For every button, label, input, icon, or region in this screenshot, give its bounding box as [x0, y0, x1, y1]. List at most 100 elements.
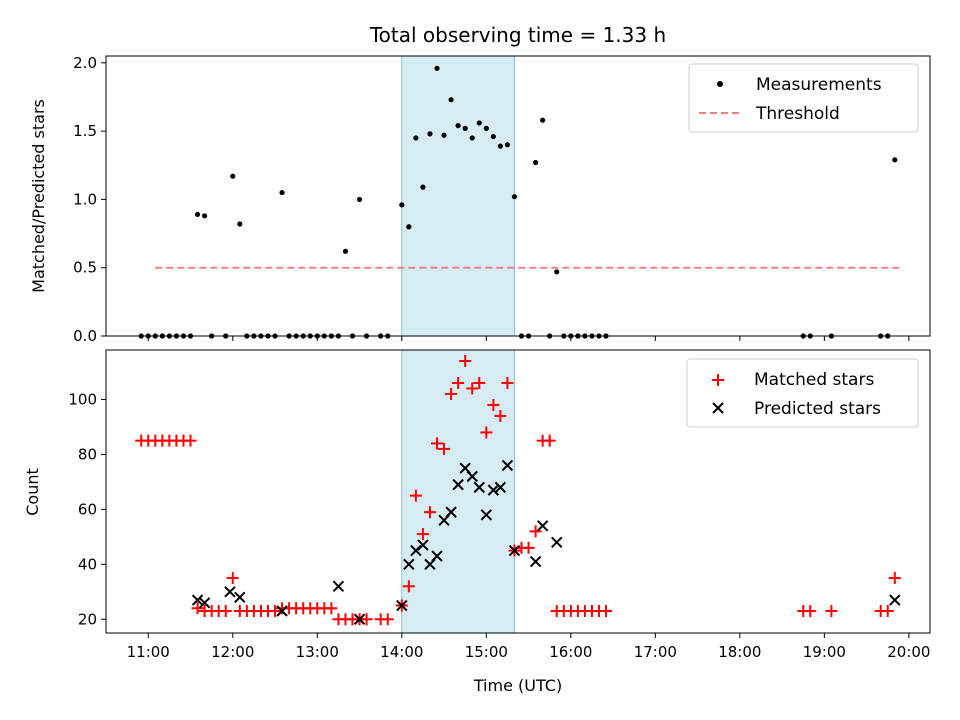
- top-y-tick-label: 1.0: [73, 190, 97, 208]
- predicted-star-point: [403, 558, 415, 571]
- bottom-x-ticks: 11:00 12:00 13:00 14:00 15:00 16:00 17:00 18:00…: [127, 633, 930, 661]
- matched-star-point: [543, 434, 556, 447]
- measurement-point: [413, 135, 419, 141]
- predicted-star-point: [508, 544, 521, 557]
- measurement-point: [237, 221, 243, 227]
- legend-measurements-label: Measurements: [756, 75, 882, 95]
- top-y-tick-label: 1.5: [73, 122, 97, 140]
- matched-star-point: [487, 398, 500, 411]
- matched-star-point: [402, 580, 415, 593]
- predicted-star-point: [191, 594, 204, 606]
- measurement-point: [497, 143, 503, 149]
- bottom-legend-box: [686, 358, 919, 428]
- matched-star-point: [416, 528, 429, 541]
- matched-star-point: [431, 437, 444, 450]
- bottom-x-tick-label: 16:00: [549, 643, 592, 661]
- matched-star-point: [501, 376, 514, 389]
- predicted-star-point: [332, 580, 345, 592]
- measurement-point: [554, 269, 560, 275]
- predicted-star-point: [480, 509, 493, 521]
- predicted-star-point: [198, 597, 211, 609]
- predicted-star-point: [417, 539, 429, 551]
- predicted-star-point: [466, 470, 478, 483]
- legend-threshold-label: Threshold: [755, 104, 840, 124]
- predicted-star-point: [396, 599, 408, 612]
- bottom-y-tick-label: 100: [68, 390, 97, 408]
- predicted-star-point: [431, 550, 443, 562]
- top-x-ticks: [147, 336, 910, 341]
- matched-star-point: [445, 387, 458, 400]
- matched-star-point: [881, 605, 894, 618]
- matched-star-point: [480, 426, 493, 439]
- measurement-point: [201, 213, 208, 219]
- predicted-star-point: [529, 555, 542, 568]
- measurement-point: [279, 189, 285, 196]
- measurement-point: [194, 211, 201, 218]
- bottom-legend: Matched stars Predicted stars: [686, 358, 919, 428]
- predicted-star-point: [224, 586, 236, 598]
- measurement-point: [476, 120, 482, 126]
- top-y-ticks: 0.0 0.5 1.0 1.5 2.0: [73, 54, 106, 345]
- matched-star-point: [191, 602, 204, 615]
- matched-star-point: [409, 489, 422, 502]
- measurement-point: [427, 131, 433, 137]
- predicted-star-point: [353, 613, 366, 625]
- legend-predicted-marker: [712, 402, 724, 414]
- bottom-x-tick-label: 19:00: [803, 643, 846, 661]
- bottom-x-tick-label: 12:00: [211, 643, 254, 661]
- matched-star-point: [219, 605, 232, 618]
- predicted-stars-points: [191, 459, 901, 625]
- predicted-star-point: [551, 536, 563, 549]
- matched-star-point: [438, 442, 451, 455]
- measurement-point: [399, 202, 405, 208]
- top-y-tick-label: 0.0: [73, 327, 97, 345]
- predicted-star-point: [445, 506, 457, 518]
- bottom-x-tick-label: 14:00: [380, 643, 423, 661]
- top-plot-frame: [105, 55, 931, 337]
- matched-star-point: [529, 525, 542, 538]
- measurement-point: [230, 173, 236, 179]
- matched-star-point: [325, 602, 338, 615]
- measurement-point: [406, 224, 412, 230]
- measurement-point: [511, 194, 518, 200]
- measurement-point: [540, 117, 546, 123]
- bottom-y-tick-label: 40: [78, 555, 97, 573]
- predicted-star-point: [234, 591, 246, 603]
- measurement-point: [504, 142, 511, 148]
- predicted-star-point: [473, 481, 485, 494]
- predicted-star-point: [501, 459, 514, 472]
- matched-star-point: [804, 605, 817, 618]
- bottom-y-tick-label: 80: [78, 445, 97, 463]
- predicted-star-point: [536, 520, 549, 532]
- bottom-x-tick-label: 13:00: [296, 643, 339, 661]
- matched-stars-points: [135, 354, 901, 626]
- legend-matched-label: Matched stars: [754, 370, 874, 390]
- legend-measurements-marker: [717, 81, 723, 87]
- chart-title: Total observing time = 1.33 h: [369, 23, 666, 47]
- top-highlight-span: [401, 55, 515, 337]
- matched-star-point: [381, 613, 394, 626]
- measurement-point: [533, 159, 539, 166]
- top-legend: Measurements Threshold: [688, 63, 919, 133]
- bottom-x-tick-label: 11:00: [127, 643, 170, 661]
- bottom-panel: 20 40 60 80 100 11:00 12:00 13:00 14:00 15:00 16:…: [23, 349, 931, 695]
- matched-star-point: [522, 541, 535, 554]
- bottom-x-tick-label: 18:00: [718, 643, 761, 661]
- measurement-point: [483, 125, 489, 131]
- legend-matched-marker: [712, 374, 724, 386]
- x-axis-label: Time (UTC): [473, 676, 562, 695]
- top-legend-box: [688, 63, 919, 133]
- bottom-y-tick-label: 60: [78, 500, 97, 518]
- bottom-y-tick-label: 20: [78, 610, 97, 628]
- top-panel: 0.0 0.5 1.0 1.5 2.0 Total observing time = 1…: [29, 23, 931, 345]
- matched-star-point: [269, 605, 282, 618]
- matched-star-point: [184, 434, 197, 447]
- legend-predicted-label: Predicted stars: [754, 399, 881, 419]
- matched-star-point: [600, 605, 613, 618]
- predicted-star-point: [452, 478, 464, 491]
- predicted-star-point: [889, 594, 901, 606]
- top-y-axis-label: Matched/Predicted stars: [29, 99, 48, 293]
- measurement-point: [455, 123, 461, 129]
- measurement-point: [448, 97, 454, 103]
